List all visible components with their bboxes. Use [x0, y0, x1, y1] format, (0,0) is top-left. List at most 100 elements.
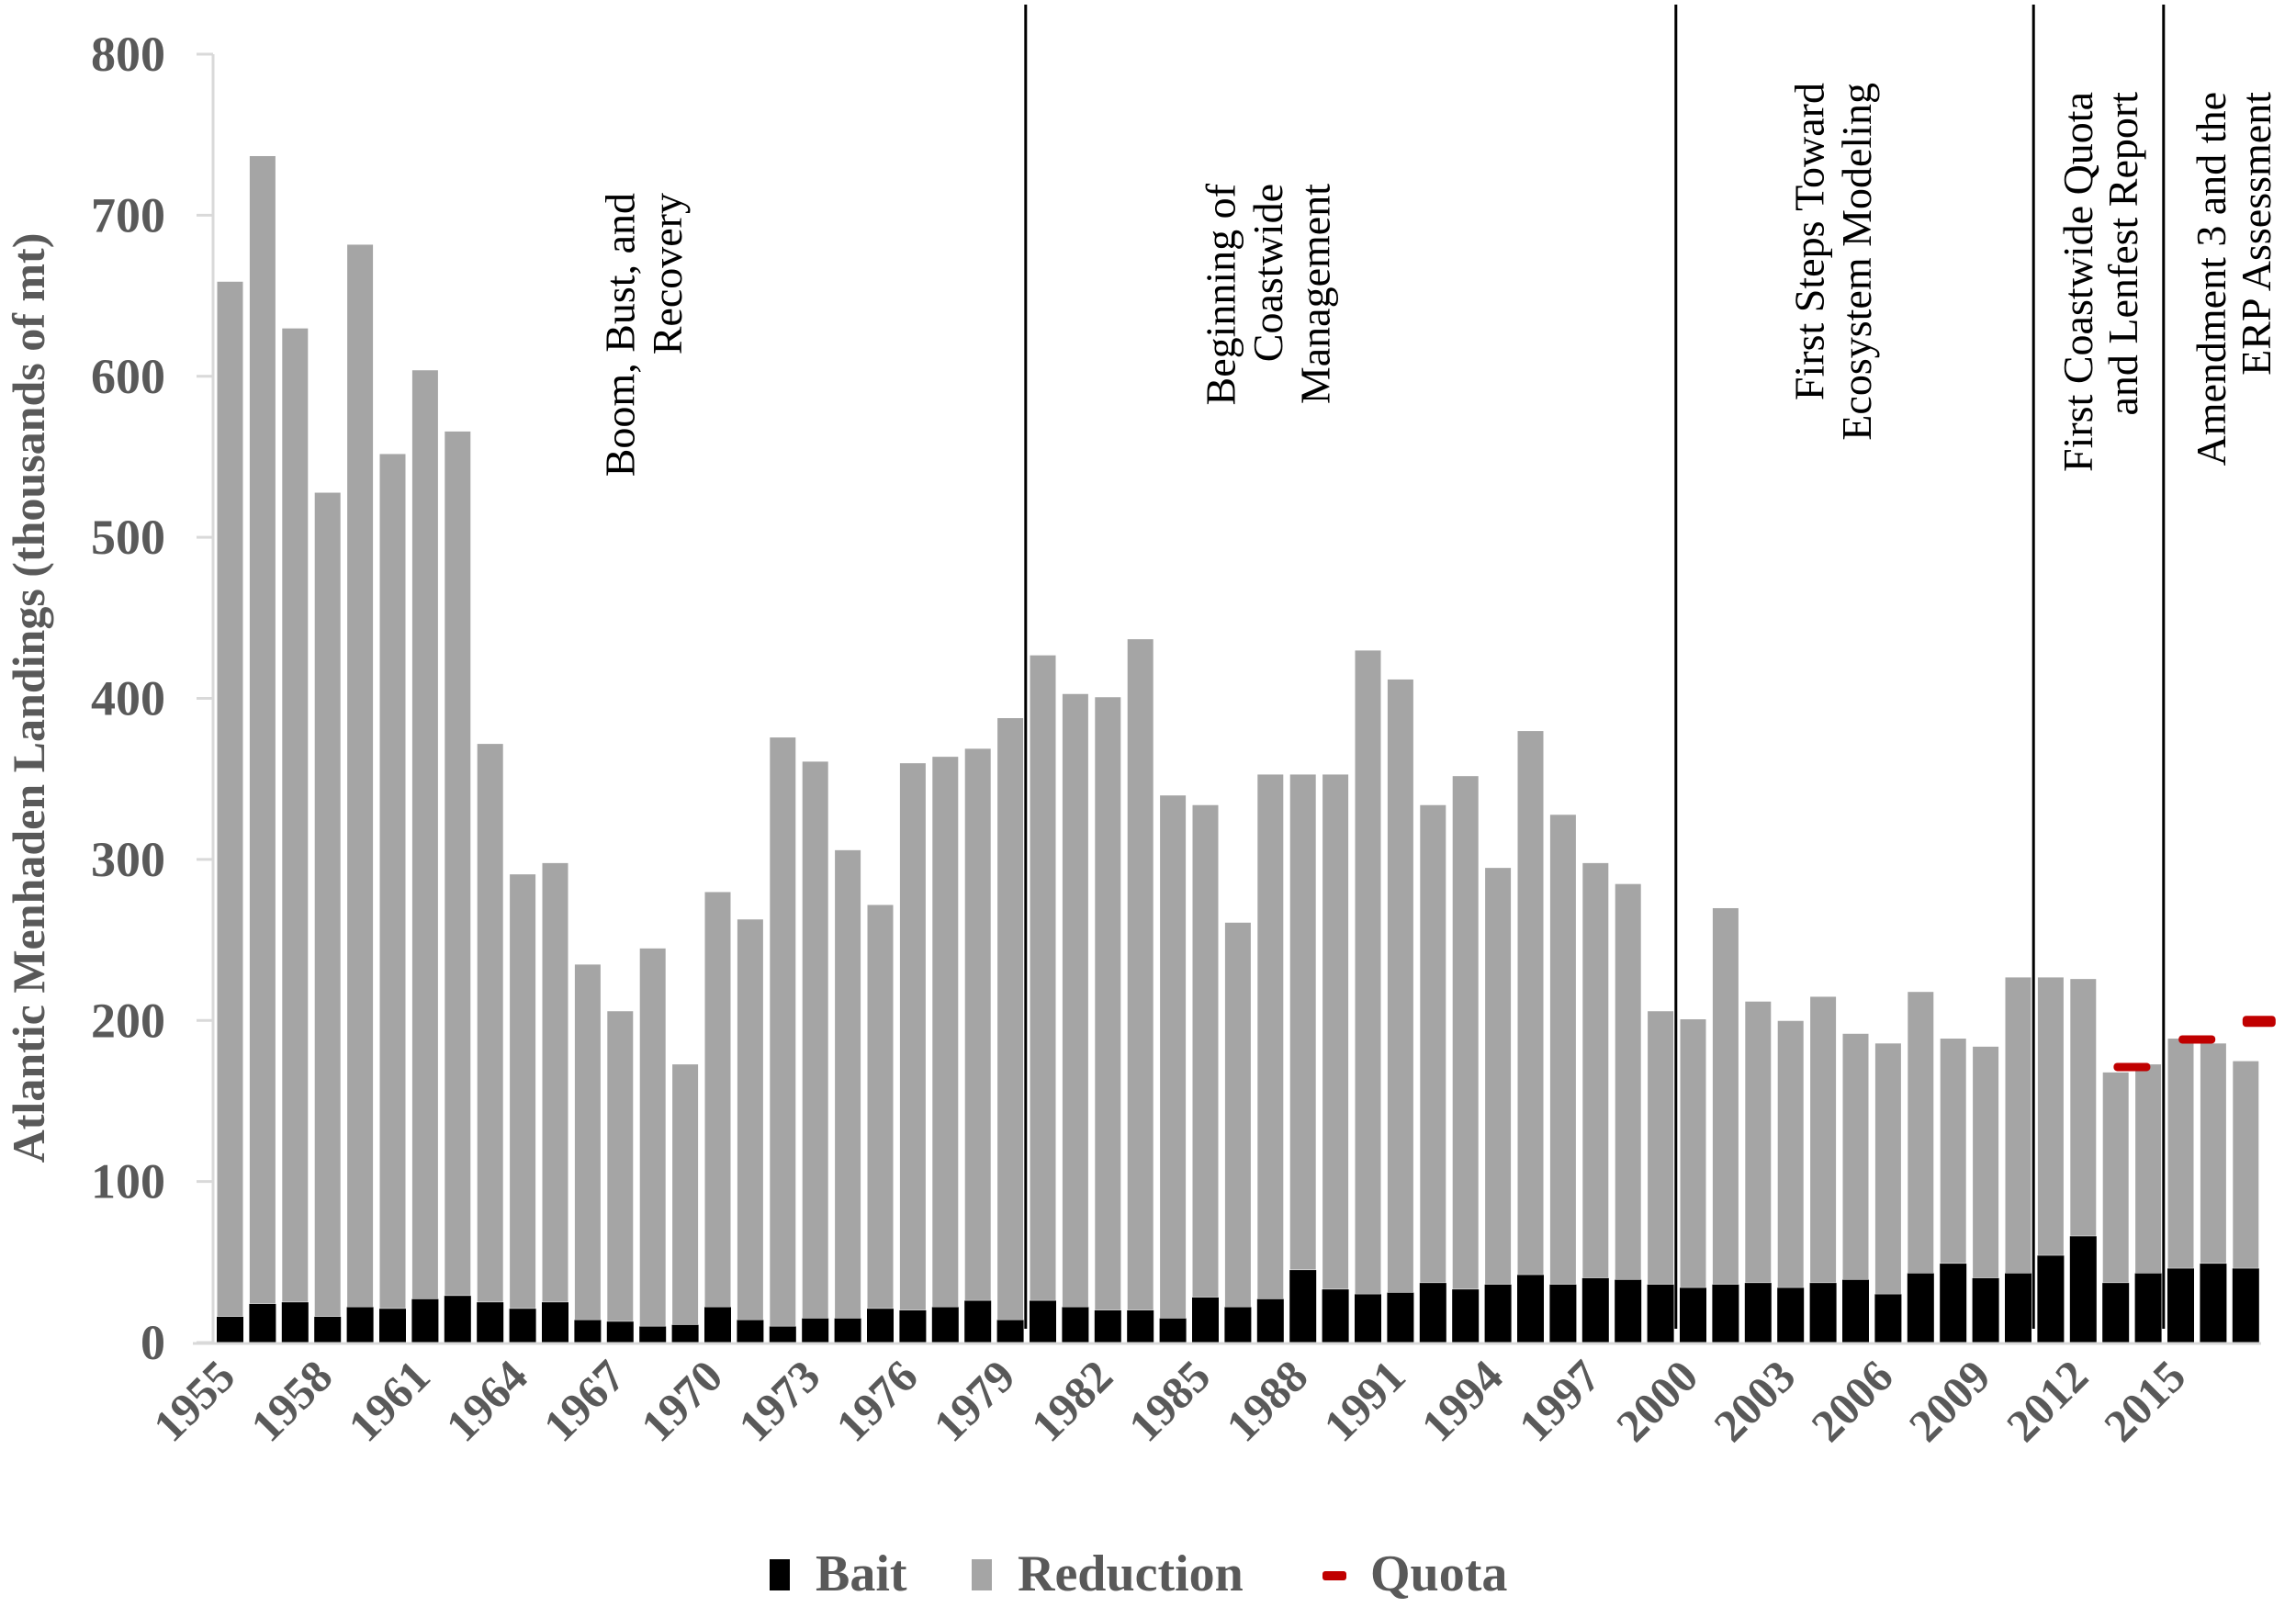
- bait-segment: [1615, 1279, 1642, 1343]
- bait-segment: [1842, 1279, 1869, 1343]
- reduction-segment: [1159, 794, 1187, 1320]
- bait-segment: [346, 1307, 374, 1343]
- reduction-segment: [1972, 1045, 2000, 1279]
- bait-segment: [217, 1316, 243, 1343]
- bait-segment: [249, 1303, 276, 1343]
- bar-1992: [1419, 804, 1447, 1343]
- bar-2002: [1744, 1000, 1773, 1343]
- era-annotation: First Steps Toward Ecosystem Modeling: [1785, 83, 1880, 441]
- bait-segment: [1094, 1309, 1121, 1343]
- era-annotations: Boom, Bust, and Recovery Beginning of Coast…: [596, 83, 2279, 477]
- bar-1968: [638, 947, 667, 1343]
- reduction-segment: [346, 243, 375, 1308]
- bar-1986: [1223, 921, 1252, 1343]
- x-tick-label: 2000: [1606, 1350, 1707, 1451]
- bait-segment: [606, 1321, 634, 1343]
- bait-segment: [931, 1307, 959, 1343]
- reduction-segment: [2004, 976, 2032, 1275]
- legend-swatch: [770, 1559, 790, 1590]
- bar-2010: [2004, 976, 2032, 1343]
- reduction-segment: [671, 1063, 700, 1326]
- bait-segment: [2167, 1268, 2194, 1343]
- reduction-segment: [248, 154, 276, 1305]
- bar-1971: [736, 918, 764, 1343]
- x-tick-label: 2006: [1801, 1350, 1902, 1451]
- reduction-segment: [606, 1010, 635, 1322]
- quota-marker: [2113, 1062, 2151, 1072]
- bar-2017: [2232, 1060, 2260, 1343]
- bar-1981: [1061, 692, 1089, 1343]
- x-tick-label: 1958: [241, 1350, 342, 1451]
- bait-segment: [1322, 1289, 1349, 1343]
- bar-2004: [1809, 995, 1838, 1343]
- y-tick-label: 0: [141, 1315, 165, 1370]
- bar-1993: [1451, 775, 1480, 1343]
- bait-segment: [802, 1318, 829, 1343]
- reduction-segment: [281, 327, 310, 1303]
- reduction-segment: [1386, 678, 1414, 1294]
- x-tick-label: 1988: [1216, 1350, 1317, 1451]
- era-dividers: [1024, 5, 2166, 1329]
- x-tick-label: 2015: [2094, 1350, 2195, 1451]
- reduction-segment: [1451, 775, 1480, 1290]
- reduction-segment: [1907, 991, 1935, 1275]
- bar-1988: [1289, 773, 1317, 1343]
- reduction-segment: [1126, 638, 1154, 1311]
- bar-1962: [444, 430, 472, 1343]
- bar-1966: [573, 963, 602, 1343]
- bait-segment: [1874, 1294, 1902, 1343]
- legend-label: Reduction: [1018, 1545, 1244, 1602]
- bait-segment: [2037, 1255, 2065, 1343]
- bait-segment: [379, 1309, 406, 1343]
- legend-swatch: [972, 1559, 992, 1590]
- reduction-segment: [1939, 1038, 1967, 1264]
- era-annotation-line: Amendment 3 and the: [2188, 92, 2234, 466]
- bait-segment: [964, 1300, 992, 1343]
- bait-segment: [509, 1309, 536, 1343]
- bar-2009: [1972, 1045, 2000, 1343]
- legend-item-quota: Quota: [1322, 1545, 1507, 1602]
- bar-2013: [2101, 1071, 2130, 1343]
- x-axis: 1955195819611964196719701973197619791982…: [143, 1342, 2261, 1451]
- bar-2014: [2134, 1063, 2163, 1343]
- bar-1977: [931, 756, 960, 1343]
- bait-segment: [2005, 1273, 2032, 1343]
- x-tick-label: 1976: [826, 1350, 927, 1451]
- reduction-segment: [509, 873, 537, 1309]
- bar-1974: [834, 848, 862, 1343]
- x-tick-label: 1961: [338, 1350, 439, 1451]
- bait-segment: [1192, 1297, 1219, 1343]
- bar-1955: [216, 280, 244, 1343]
- reduction-segment: [2069, 978, 2098, 1237]
- legend-label: Bait: [816, 1545, 907, 1602]
- bar-1982: [1094, 696, 1122, 1343]
- y-tick-label: 700: [91, 187, 165, 242]
- reduction-segment: [2199, 1042, 2227, 1264]
- bars: [216, 154, 2260, 1343]
- reduction-segment: [1223, 921, 1252, 1308]
- reduction-segment: [1256, 773, 1285, 1300]
- bait-segment: [1452, 1289, 1480, 1343]
- reduction-segment: [898, 762, 927, 1311]
- bait-segment: [2134, 1273, 2162, 1343]
- bait-segment: [834, 1318, 861, 1343]
- x-tick-label: 2012: [1997, 1350, 2098, 1451]
- bar-1965: [541, 861, 569, 1343]
- bar-2015: [2167, 1038, 2195, 1343]
- reduction-segment: [1581, 861, 1610, 1279]
- reduction-segment: [2134, 1063, 2163, 1275]
- bait-segment: [1355, 1294, 1381, 1343]
- bar-1973: [801, 760, 829, 1343]
- bar-1980: [1029, 654, 1057, 1343]
- bar-1969: [671, 1063, 700, 1343]
- bait-segment: [1549, 1284, 1577, 1343]
- bar-2003: [1776, 1019, 1805, 1343]
- legend-label: Quota: [1370, 1545, 1507, 1602]
- era-annotation-line: Ecosystem Modeling: [1833, 83, 1880, 441]
- bait-segment: [899, 1309, 927, 1343]
- era-annotation: Boom, Bust, and Recovery: [596, 193, 691, 477]
- bar-1987: [1256, 773, 1285, 1343]
- quota-marker: [2178, 1035, 2216, 1044]
- reduction-segment: [866, 904, 895, 1309]
